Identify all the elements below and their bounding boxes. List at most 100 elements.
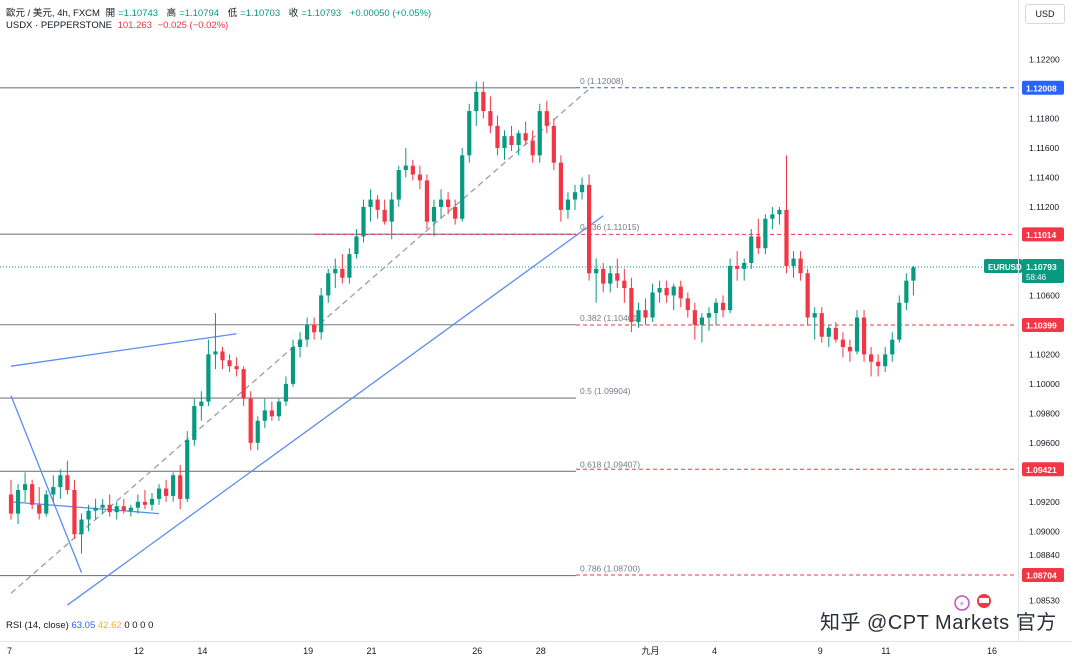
candle-body[interactable] bbox=[840, 339, 845, 348]
candle-body[interactable] bbox=[728, 265, 733, 311]
candle-body[interactable] bbox=[833, 327, 838, 340]
candle-body[interactable] bbox=[481, 91, 486, 112]
candle-body[interactable] bbox=[883, 354, 888, 367]
candle-body[interactable] bbox=[15, 490, 21, 514]
trendline[interactable] bbox=[10, 333, 237, 367]
candle-body[interactable] bbox=[523, 133, 528, 141]
candle-body[interactable] bbox=[213, 351, 218, 355]
candle-body[interactable] bbox=[156, 488, 162, 499]
candle-body[interactable] bbox=[312, 324, 317, 333]
candle-body[interactable] bbox=[749, 236, 754, 263]
candle-body[interactable] bbox=[805, 273, 810, 318]
candle-body[interactable] bbox=[58, 475, 63, 488]
candle-body[interactable] bbox=[847, 347, 853, 352]
candle-body[interactable] bbox=[319, 295, 324, 333]
candle-body[interactable] bbox=[262, 410, 267, 421]
candle-body[interactable] bbox=[861, 317, 867, 355]
candle-body[interactable] bbox=[382, 209, 387, 222]
candle-body[interactable] bbox=[72, 490, 77, 535]
candle-body[interactable] bbox=[516, 133, 521, 146]
candle-body[interactable] bbox=[178, 475, 183, 499]
lightning-event-icon[interactable] bbox=[954, 595, 970, 611]
candle-body[interactable] bbox=[368, 199, 373, 207]
trendline[interactable] bbox=[10, 501, 160, 515]
candle-body[interactable] bbox=[340, 268, 345, 278]
candle-body[interactable] bbox=[206, 354, 211, 402]
candle-body[interactable] bbox=[763, 218, 768, 249]
candle-body[interactable] bbox=[544, 111, 549, 126]
candle-body[interactable] bbox=[227, 360, 232, 367]
candle-body[interactable] bbox=[467, 111, 472, 156]
candle-body[interactable] bbox=[777, 209, 782, 215]
candle-body[interactable] bbox=[572, 192, 578, 200]
candle-body[interactable] bbox=[192, 405, 197, 440]
candle-body[interactable] bbox=[579, 184, 585, 193]
candle-body[interactable] bbox=[558, 162, 563, 210]
candle-body[interactable] bbox=[37, 504, 42, 514]
trendline[interactable] bbox=[10, 395, 83, 573]
candle-body[interactable] bbox=[551, 125, 556, 163]
candle-body[interactable] bbox=[699, 317, 704, 325]
candle-body[interactable] bbox=[8, 494, 14, 514]
candle-body[interactable] bbox=[44, 494, 49, 514]
candle-body[interactable] bbox=[234, 366, 239, 370]
candle-body[interactable] bbox=[784, 209, 789, 266]
trendline[interactable] bbox=[67, 215, 604, 606]
candle-body[interactable] bbox=[812, 313, 817, 318]
candle-body[interactable] bbox=[375, 199, 380, 210]
candle-body[interactable] bbox=[361, 206, 366, 237]
candle-body[interactable] bbox=[135, 501, 140, 508]
candle-body[interactable] bbox=[742, 262, 747, 269]
candle-body[interactable] bbox=[199, 401, 204, 406]
candle-body[interactable] bbox=[474, 91, 479, 112]
candle-body[interactable] bbox=[107, 504, 112, 513]
candle-body[interactable] bbox=[636, 310, 641, 322]
candle-body[interactable] bbox=[51, 487, 56, 495]
candle-body[interactable] bbox=[608, 273, 613, 284]
candle-body[interactable] bbox=[248, 398, 253, 443]
candle-body[interactable] bbox=[692, 310, 697, 325]
candle-body[interactable] bbox=[30, 484, 35, 505]
candle-body[interactable] bbox=[706, 313, 712, 318]
candle-body[interactable] bbox=[615, 273, 620, 281]
candle-body[interactable] bbox=[904, 280, 909, 303]
currency-button[interactable]: USD bbox=[1025, 4, 1065, 24]
candle-body[interactable] bbox=[389, 199, 394, 222]
candle-body[interactable] bbox=[305, 324, 310, 340]
candle-body[interactable] bbox=[424, 180, 430, 222]
candle-body[interactable] bbox=[911, 267, 916, 281]
candle-body[interactable] bbox=[417, 174, 422, 181]
candle-body[interactable] bbox=[819, 313, 824, 337]
candle-body[interactable] bbox=[100, 504, 105, 508]
candle-body[interactable] bbox=[241, 369, 246, 399]
candle-body[interactable] bbox=[142, 501, 148, 505]
candle-body[interactable] bbox=[396, 170, 401, 200]
candle-body[interactable] bbox=[495, 125, 500, 148]
candle-body[interactable] bbox=[826, 327, 831, 337]
candle-body[interactable] bbox=[643, 310, 648, 318]
candle-body[interactable] bbox=[164, 488, 169, 496]
candle-body[interactable] bbox=[650, 292, 655, 318]
candle-body[interactable] bbox=[347, 254, 352, 278]
candle-body[interactable] bbox=[121, 506, 126, 511]
candle-body[interactable] bbox=[657, 288, 662, 293]
candle-body[interactable] bbox=[897, 302, 902, 340]
candle-body[interactable] bbox=[791, 258, 796, 266]
candle-body[interactable] bbox=[685, 298, 690, 311]
candle-body[interactable] bbox=[403, 165, 408, 171]
candle-body[interactable] bbox=[770, 214, 775, 219]
candle-body[interactable] bbox=[622, 280, 627, 289]
candle-body[interactable] bbox=[876, 361, 881, 367]
candle-body[interactable] bbox=[128, 507, 133, 511]
candle-body[interactable] bbox=[297, 339, 303, 348]
candle-body[interactable] bbox=[283, 383, 289, 402]
candle-body[interactable] bbox=[290, 347, 296, 384]
candle-body[interactable] bbox=[93, 507, 98, 511]
candle-body[interactable] bbox=[438, 199, 444, 207]
candle-body[interactable] bbox=[587, 184, 592, 274]
candle-body[interactable] bbox=[185, 439, 190, 499]
candle-body[interactable] bbox=[460, 155, 465, 219]
candle-body[interactable] bbox=[453, 206, 458, 219]
candle-body[interactable] bbox=[255, 420, 260, 443]
